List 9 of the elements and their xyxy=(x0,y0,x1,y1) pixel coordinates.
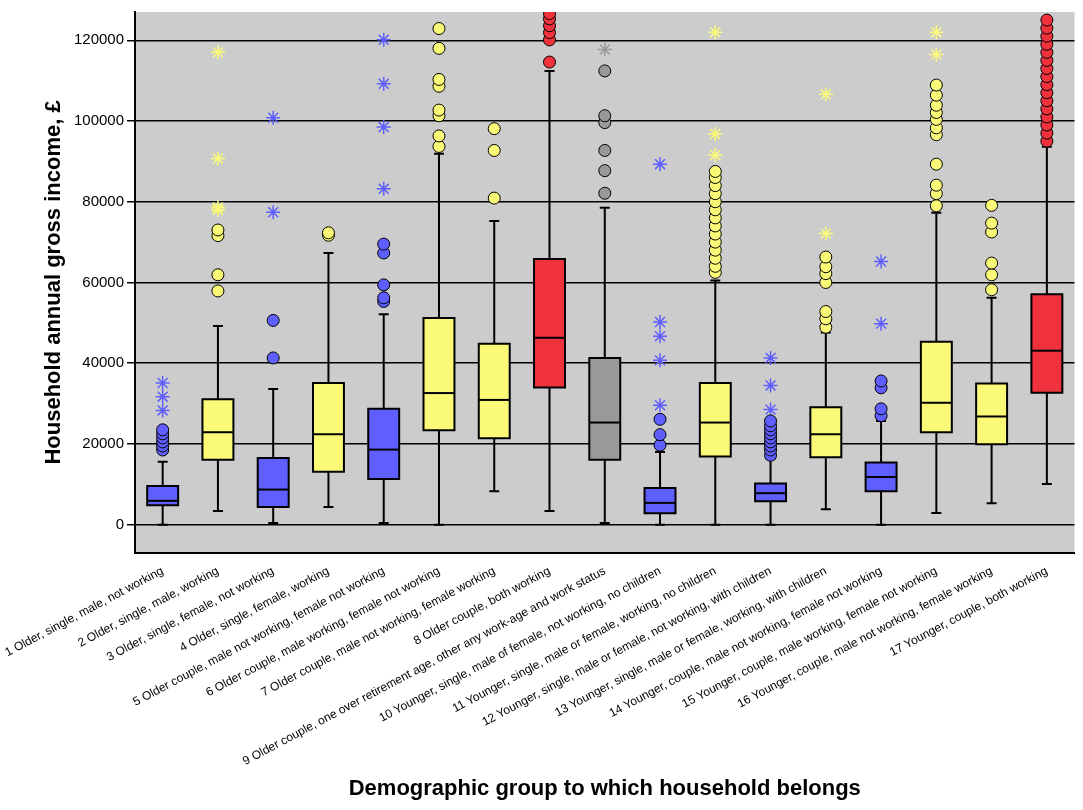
y-axis-title: Household annual gross income, £ xyxy=(39,99,65,465)
y-tick-label: 60000 xyxy=(82,272,125,290)
y-tick-label: 120000 xyxy=(73,30,125,48)
y-tick-label: 0 xyxy=(115,514,125,532)
y-tick-label: 40000 xyxy=(82,353,125,371)
y-tick-label: 80000 xyxy=(82,191,125,209)
x-axis-title: Demographic group to which household belongs xyxy=(348,774,861,800)
y-tick-label: 20000 xyxy=(82,434,125,452)
y-tick-label: 100000 xyxy=(73,111,125,129)
